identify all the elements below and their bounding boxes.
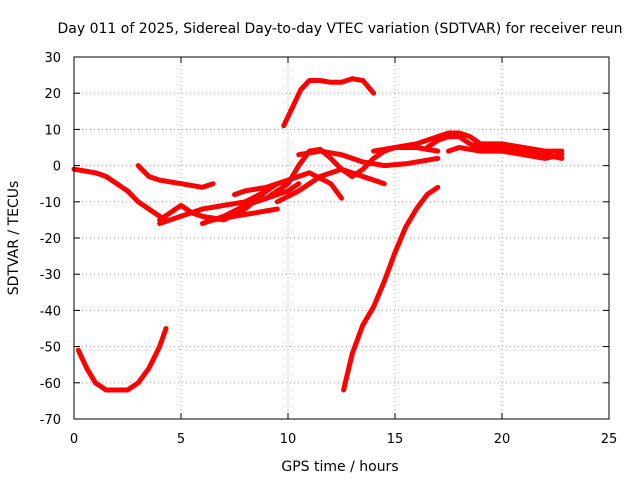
x-tick-label: 15 xyxy=(387,432,404,447)
series-line-pass-7 xyxy=(199,181,302,226)
x-tick-label: 0 xyxy=(70,432,78,447)
series-line-pass-6 xyxy=(189,206,280,223)
y-tick-label: -30 xyxy=(40,268,61,283)
y-tick-label: -70 xyxy=(40,413,61,428)
series-line-pass-13 xyxy=(341,184,441,393)
x-tick-label: 25 xyxy=(601,432,618,447)
chart-title: Day 011 of 2025, Sidereal Day-to-day VTE… xyxy=(57,21,622,37)
y-tick-label: 10 xyxy=(44,123,61,138)
x-tick-label: 5 xyxy=(177,432,185,447)
series-line-pass-16 xyxy=(446,145,565,161)
series-group xyxy=(71,76,565,393)
y-tick-label: -10 xyxy=(40,196,61,211)
y-tick-label: 0 xyxy=(53,160,61,175)
series-line-pass-3 xyxy=(135,163,216,190)
x-axis-label: GPS time / hours xyxy=(281,459,398,475)
series-line-pass-2 xyxy=(75,326,169,393)
axis-ticks: 0 5 10 15 20 25 -70 -60 -50 -40 -30 -20 -10 0 10 20 30 xyxy=(40,51,618,447)
y-axis-label: SDTVAR / TECUs xyxy=(6,181,22,296)
series-line-pass-1 xyxy=(71,166,169,223)
y-tick-label: -60 xyxy=(40,377,61,392)
x-tick-label: 20 xyxy=(494,432,511,447)
series-line-pass-15 xyxy=(424,134,565,161)
y-tick-label: -20 xyxy=(40,232,61,247)
y-tick-label: -50 xyxy=(40,341,61,356)
y-tick-label: 30 xyxy=(44,51,61,66)
series-line-pass-5 xyxy=(157,181,280,226)
series-line-pass-10 xyxy=(274,166,387,205)
series-line-pass-12 xyxy=(296,148,441,169)
y-tick-label: -40 xyxy=(40,304,61,319)
x-tick-label: 10 xyxy=(280,432,297,447)
series-line-pass-11 xyxy=(281,76,377,129)
series-line-pass-14 xyxy=(371,130,565,154)
y-tick-label: 20 xyxy=(44,87,61,102)
